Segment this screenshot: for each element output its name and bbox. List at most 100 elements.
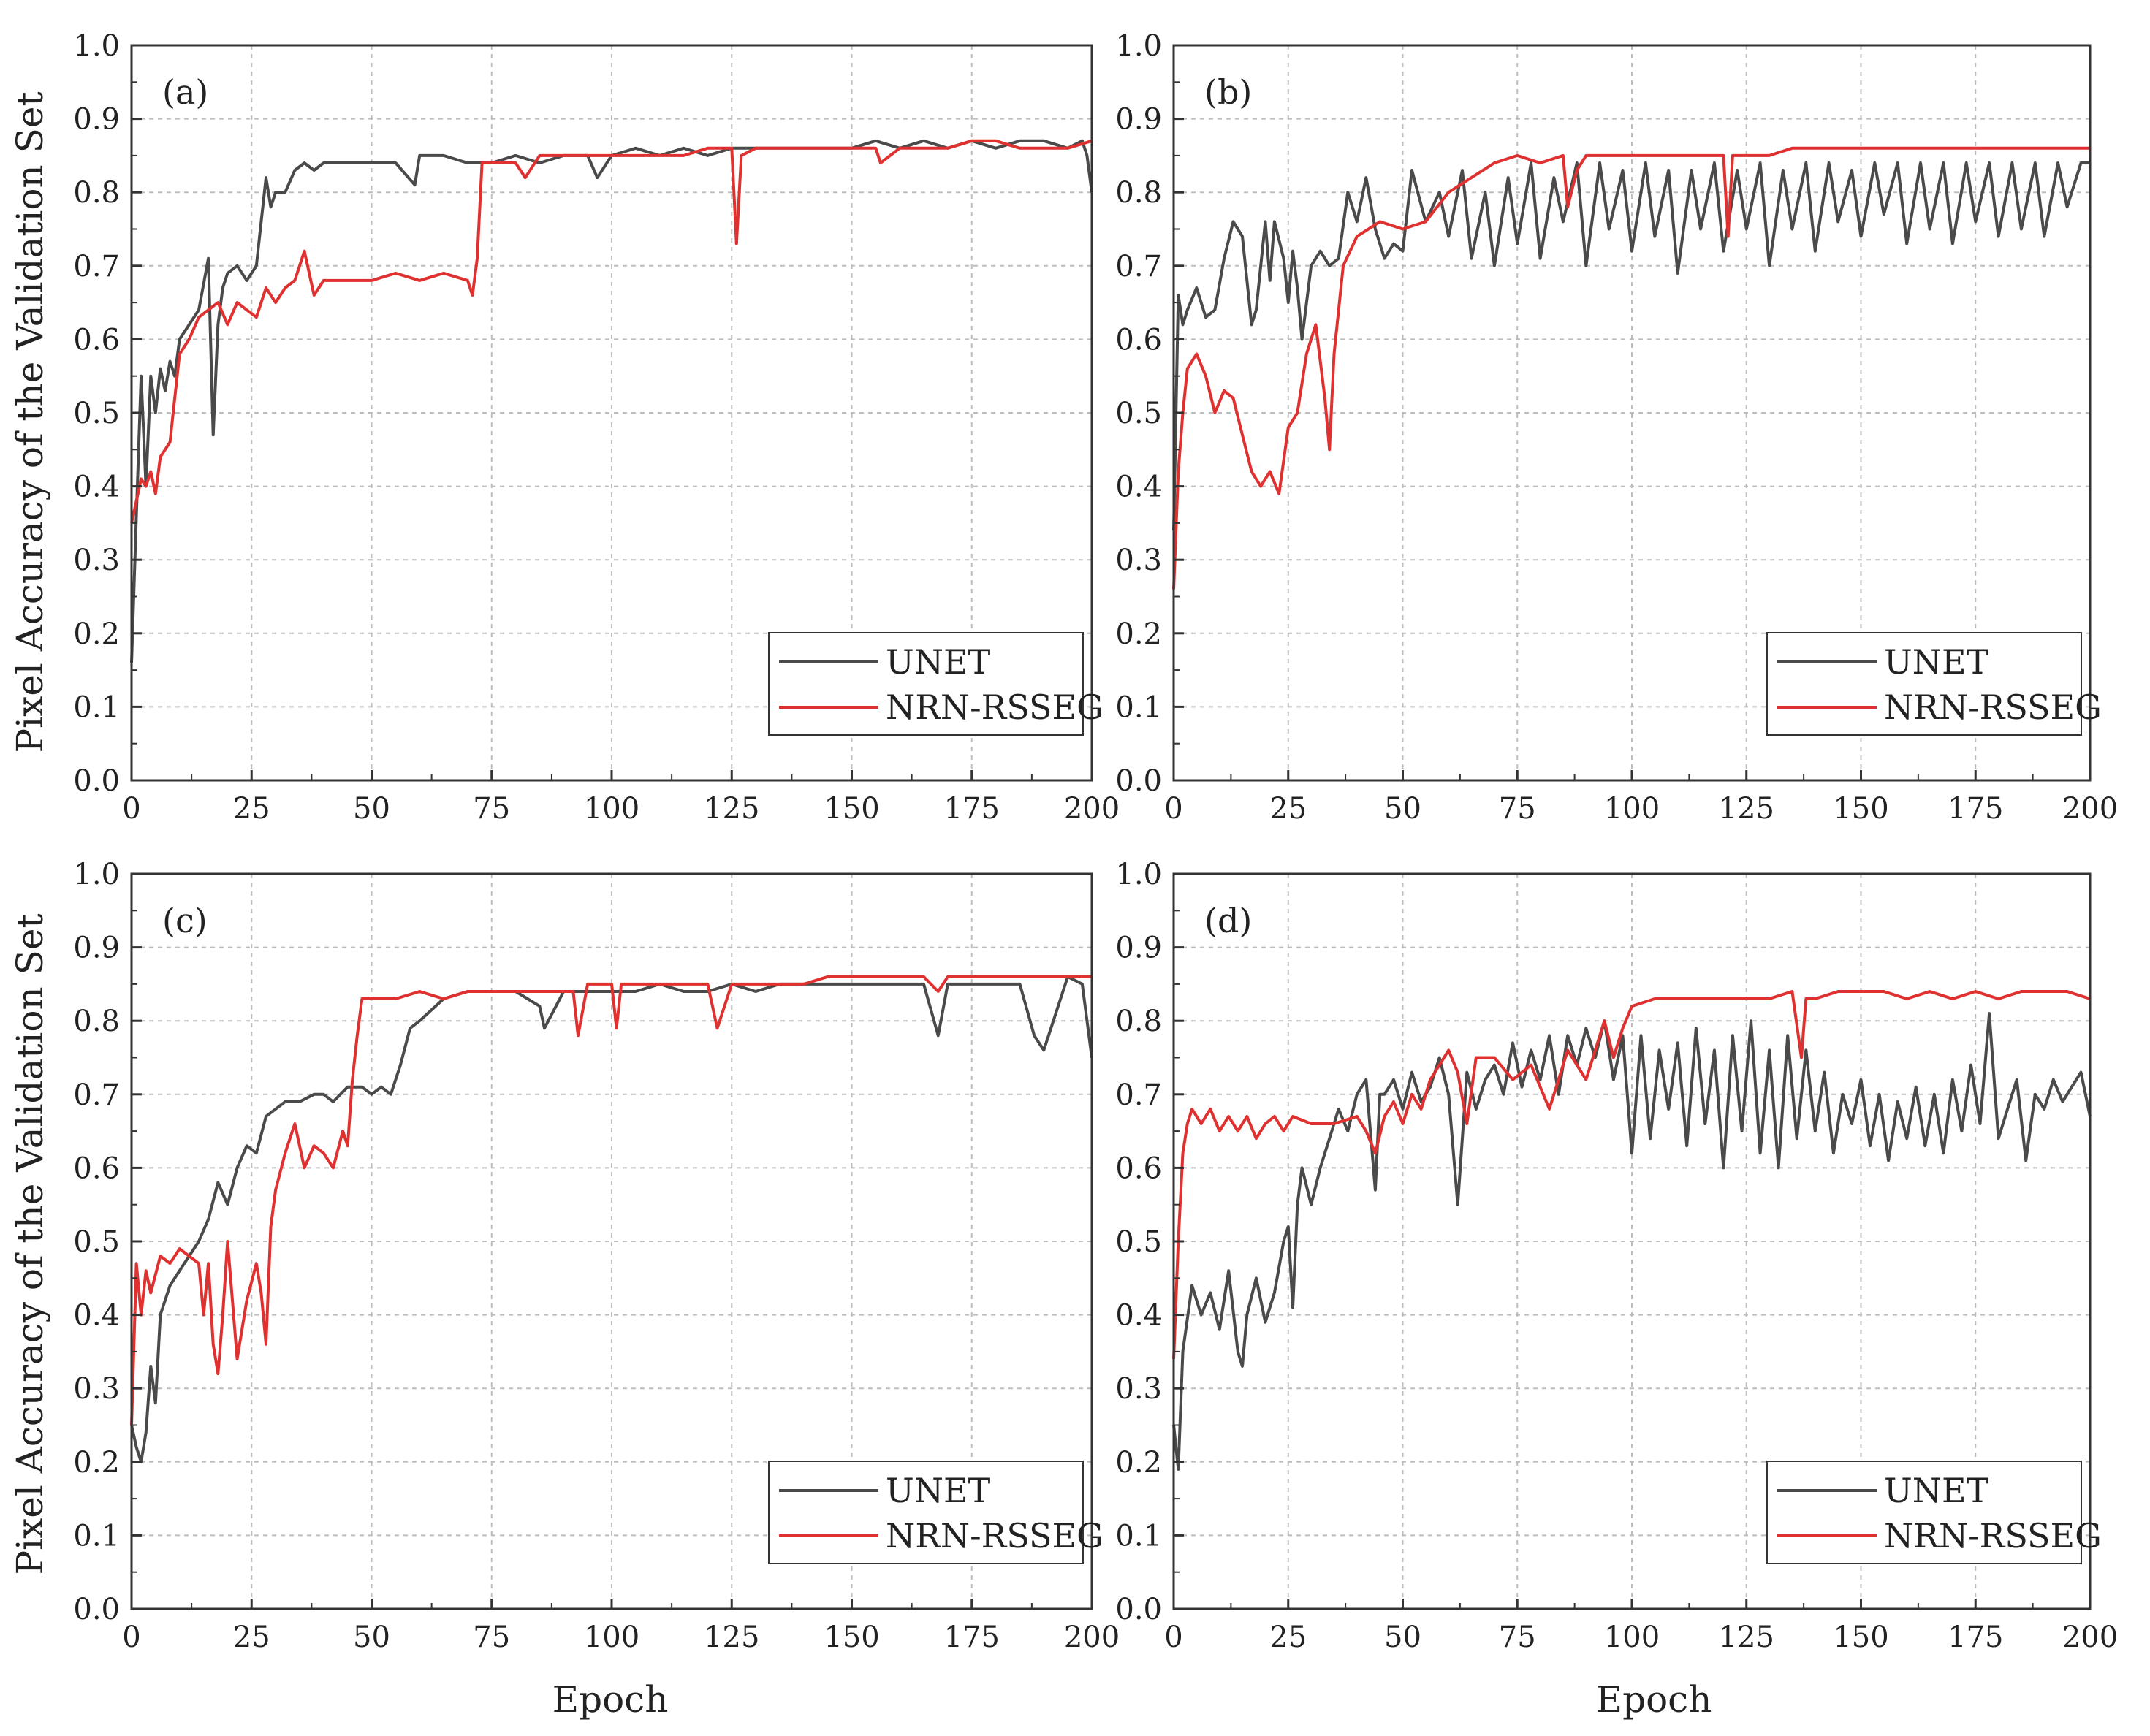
panel-label: (a)	[162, 72, 208, 112]
y-tick-label: 0.3	[73, 1372, 120, 1406]
y-tick-label: 0.2	[1115, 1446, 1162, 1480]
y-tick-label: 0.0	[1115, 764, 1162, 798]
x-tick-label: 50	[353, 1621, 390, 1654]
y-tick-label: 1.0	[1115, 29, 1162, 63]
legend: UNET NRN-RSSEG	[1766, 1461, 2102, 1564]
legend: UNET NRN-RSSEG	[768, 632, 1104, 736]
x-tick-label: 0	[1164, 792, 1182, 826]
x-tick-label: 75	[1499, 1621, 1536, 1654]
x-tick-label: 75	[473, 1621, 510, 1654]
y-tick-label: 0.1	[73, 690, 120, 724]
y-tick-label: 0.7	[73, 250, 120, 283]
y-tick-label: 0.0	[1115, 1593, 1162, 1626]
y-tick-label: 0.8	[73, 1005, 120, 1038]
legend-label: UNET	[886, 1471, 991, 1510]
y-tick-label: 0.9	[1115, 103, 1162, 137]
x-tick-label: 100	[584, 792, 639, 826]
x-tick-label: 100	[1604, 1621, 1660, 1654]
y-tick-label: 0.1	[1115, 1519, 1162, 1553]
y-tick-label: 0.7	[1115, 1078, 1162, 1112]
y-tick-label: 1.0	[73, 858, 120, 891]
legend-label: UNET	[1884, 642, 1989, 682]
series-line-unet	[130, 139, 1093, 663]
x-tick-label: 0	[1164, 1621, 1182, 1654]
panel-label: (d)	[1204, 901, 1252, 940]
x-tick-label: 150	[824, 1621, 879, 1654]
panel-2: 0 25 50 75 100 125 150 175 200 0.0 0.1 0.2 0.3 0.4 0.5…	[1115, 29, 2118, 826]
y-tick-label: 0.3	[73, 544, 120, 577]
legend: UNET NRN-RSSEG	[1766, 632, 2102, 736]
y-tick-label: 0.4	[1115, 1299, 1162, 1333]
x-tick-label: 25	[233, 792, 270, 826]
x-tick-label: 175	[1948, 1621, 2003, 1654]
x-tick-label: 200	[1064, 1621, 1120, 1654]
x-tick-label: 150	[1833, 792, 1888, 826]
x-tick-label: 175	[944, 792, 1000, 826]
y-tick-label: 0.9	[1115, 932, 1162, 965]
series-line-nrn-rsseg	[1172, 990, 2091, 1360]
panel-3: 0 25 50 75 100 125 150 175 200 0.0 0.1 0.2 0.3 0.4 0.5…	[73, 858, 1120, 1654]
legend-box	[1766, 632, 2082, 736]
x-tick-label: 125	[704, 792, 759, 826]
x-tick-label: 75	[473, 792, 510, 826]
x-tick-label: 0	[122, 792, 140, 826]
legend-label: NRN-RSSEG	[1884, 1516, 2102, 1556]
x-axis-title-right: Epoch	[1596, 1678, 1712, 1721]
y-tick-label: 0.4	[73, 1299, 120, 1333]
y-tick-label: 0.8	[1115, 176, 1162, 210]
y-tick-label: 0.7	[73, 1078, 120, 1112]
series-line-nrn-rsseg	[1172, 146, 2090, 590]
panel-1: 0 25 50 75 100 125 150 175 200 0.0 0.1 0.2 0.3 0.4 0.5…	[73, 29, 1120, 826]
x-tick-label: 100	[1604, 792, 1660, 826]
x-tick-label: 25	[233, 1621, 270, 1654]
y-tick-label: 0.1	[1115, 690, 1162, 724]
y-tick-label: 0.4	[1115, 471, 1162, 504]
y-tick-label: 0.2	[73, 1446, 120, 1480]
y-tick-label: 0.5	[1115, 1225, 1162, 1259]
x-tick-label: 50	[1384, 1621, 1421, 1654]
x-tick-label: 0	[122, 1621, 140, 1654]
legend-label: UNET	[1884, 1471, 1989, 1510]
x-tick-label: 25	[1269, 792, 1307, 826]
y-tick-label: 0.6	[1115, 1151, 1162, 1185]
panels: 0 25 50 75 100 125 150 175 2000.00.10.20.30.40.5…	[73, 29, 2118, 1654]
y-tick-label: 0.8	[73, 176, 120, 210]
legend-box	[768, 632, 1084, 736]
legend-box	[768, 1461, 1084, 1564]
x-tick-label: 175	[944, 1621, 1000, 1654]
x-tick-label: 75	[1499, 792, 1536, 826]
x-axis-title-left: Epoch	[552, 1678, 669, 1721]
y-axis-title-top: Pixel Accuracy of the Validation Set	[9, 91, 51, 753]
y-tick-label: 0.0	[73, 764, 120, 798]
y-tick-label: 0.9	[73, 932, 120, 965]
y-axis-title-bottom: Pixel Accuracy of the Validation Set	[9, 913, 51, 1575]
series-line-unet	[1172, 161, 2090, 531]
legend-label: UNET	[886, 642, 991, 682]
y-tick-label: 0.2	[73, 617, 120, 651]
x-tick-label: 200	[2062, 1621, 2118, 1654]
legend-label: NRN-RSSEG	[886, 1516, 1104, 1556]
legend-box	[1766, 1461, 2082, 1564]
x-tick-label: 50	[1384, 792, 1421, 826]
panel-4: 0 25 50 75 100 125 150 175 200 0.0 0.1 0.2 0.3 0.4 0.5…	[1115, 858, 2118, 1654]
x-tick-label: 125	[704, 1621, 759, 1654]
y-tick-label: 0.6	[73, 1151, 120, 1185]
panel-label: (b)	[1204, 72, 1252, 112]
y-tick-label: 0.7	[1115, 250, 1162, 283]
x-tick-label: 100	[584, 1621, 639, 1654]
y-tick-label: 0.9	[73, 103, 120, 137]
y-tick-label: 0.5	[1115, 397, 1162, 430]
y-tick-label: 0.1	[73, 1519, 120, 1553]
x-tick-label: 125	[1719, 1621, 1774, 1654]
y-tick-label: 0.5	[73, 1225, 120, 1259]
y-tick-label: 0.4	[73, 471, 120, 504]
panel-label: (c)	[162, 901, 208, 940]
x-tick-label: 50	[353, 792, 390, 826]
series-line-unet	[130, 975, 1093, 1463]
legend-label: NRN-RSSEG	[886, 688, 1104, 727]
series-line-nrn-rsseg	[130, 139, 1093, 524]
y-tick-label: 1.0	[1115, 858, 1162, 891]
y-tick-label: 0.2	[1115, 617, 1162, 651]
y-tick-label: 0.0	[73, 1593, 120, 1626]
